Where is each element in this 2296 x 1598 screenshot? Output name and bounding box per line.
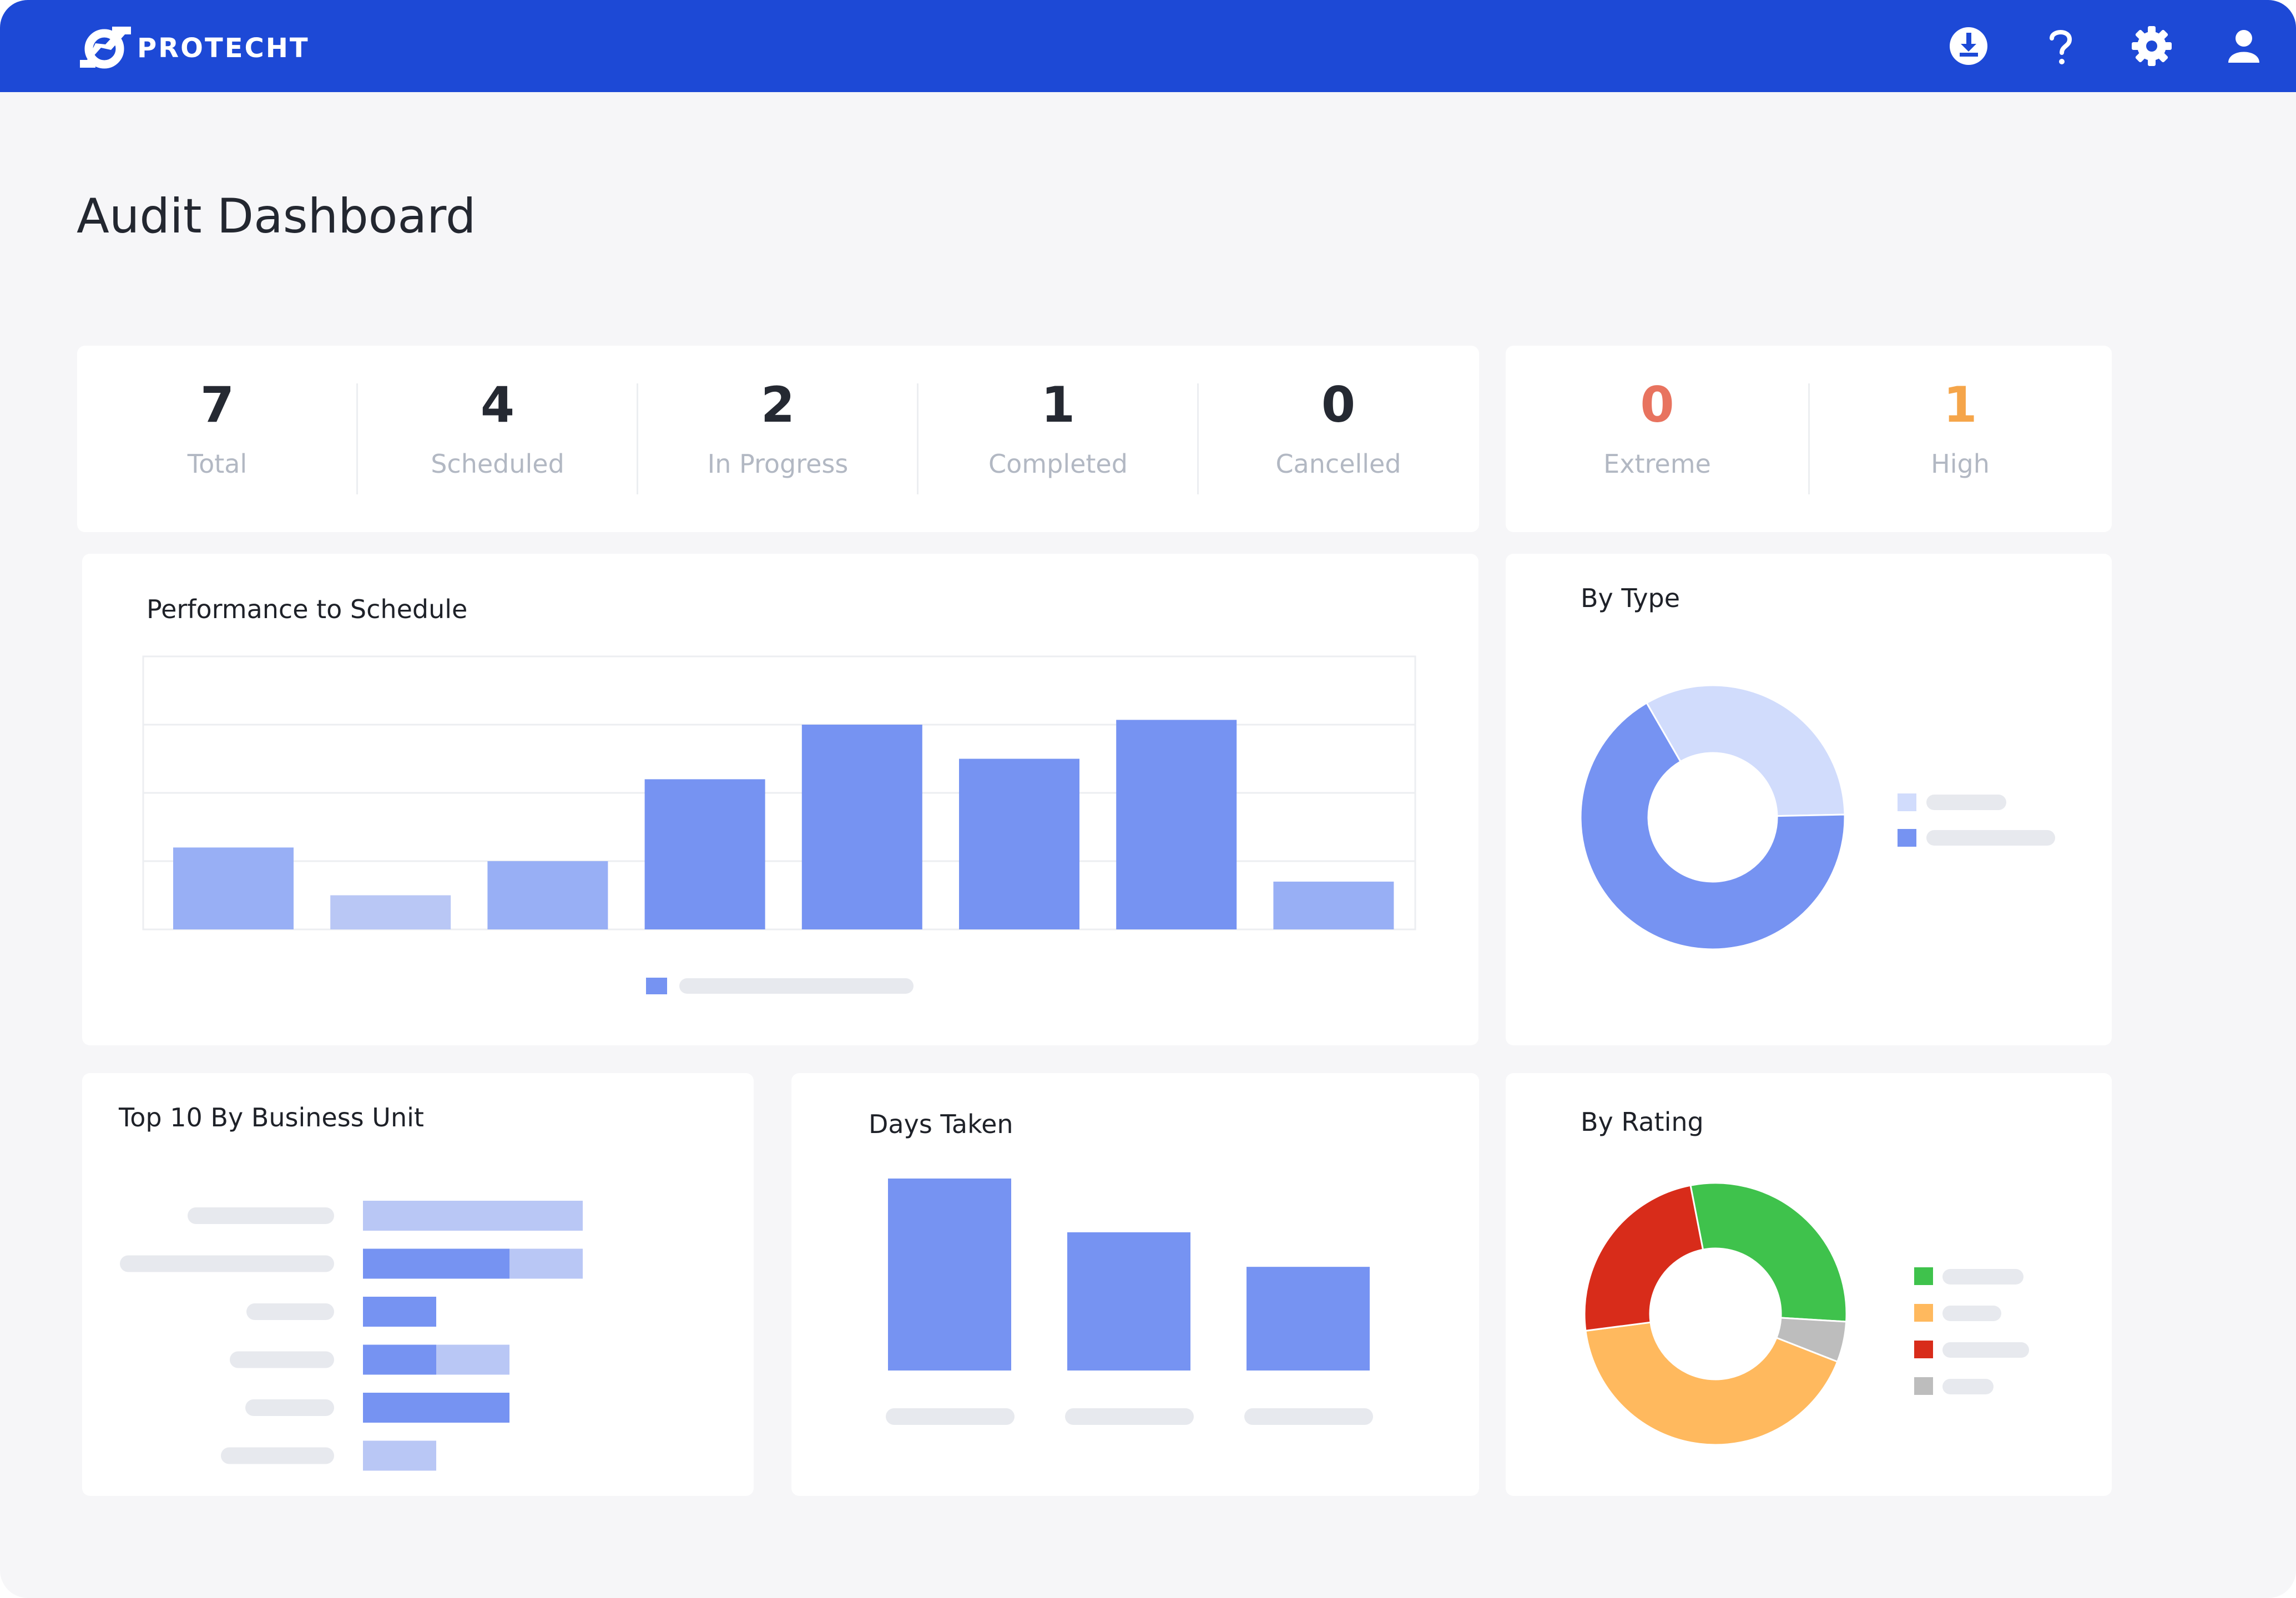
bar[interactable] — [363, 1248, 509, 1279]
days-taken-card: Days Taken — [791, 1073, 1479, 1496]
user-icon[interactable] — [2222, 24, 2266, 68]
stat-label: High — [1931, 449, 1990, 479]
category-label-placeholder — [120, 1255, 334, 1272]
divider — [356, 383, 358, 494]
bar[interactable] — [959, 758, 1079, 930]
chart-title: Performance to Schedule — [147, 594, 468, 624]
bar[interactable] — [644, 779, 765, 929]
legend-label-placeholder — [679, 978, 914, 994]
bar[interactable] — [363, 1297, 436, 1327]
performance-chart — [142, 655, 1416, 994]
divider — [1197, 383, 1199, 494]
status-summary-card: 7 Total 4 Scheduled 2 In Progress 1 Comp… — [77, 346, 1479, 532]
bar[interactable] — [1067, 1232, 1190, 1371]
stat-value: 2 — [760, 376, 795, 433]
risk-summary-card: 0 Extreme 1 High — [1506, 346, 2112, 532]
bar[interactable] — [436, 1344, 509, 1375]
bar[interactable] — [1116, 720, 1237, 929]
divider — [637, 383, 638, 494]
stat-value: 0 — [1321, 376, 1356, 433]
stat-cancelled[interactable]: 0 Cancelled — [1198, 346, 1478, 532]
bar[interactable] — [363, 1201, 583, 1231]
bar[interactable] — [1247, 1267, 1370, 1371]
gear-icon[interactable] — [2130, 24, 2174, 68]
business-unit-bar-chart — [120, 1201, 583, 1471]
download-icon[interactable] — [1946, 24, 1991, 68]
legend-swatch — [646, 978, 667, 994]
legend-swatch — [1914, 1267, 1933, 1285]
legend-swatch — [1898, 829, 1916, 847]
stat-label: In Progress — [707, 449, 849, 479]
legend-swatch — [1914, 1377, 1933, 1395]
stat-high[interactable]: 1 High — [1809, 346, 2112, 532]
stat-in-progress[interactable]: 2 In Progress — [638, 346, 918, 532]
bar[interactable] — [487, 861, 608, 929]
brand-name: PROTECHT — [137, 33, 310, 64]
stat-value: 4 — [480, 376, 515, 433]
page-title: Audit Dashboard — [77, 189, 476, 244]
stat-value: 7 — [200, 376, 235, 433]
by-type-donut-chart — [1580, 684, 2055, 950]
stat-label: Completed — [988, 449, 1128, 479]
divider — [917, 383, 919, 494]
category-label-placeholder — [188, 1207, 334, 1224]
legend-swatch — [1898, 793, 1916, 811]
legend-label-placeholder — [1942, 1342, 2029, 1358]
donut-slice[interactable] — [1580, 701, 1846, 950]
bar[interactable] — [363, 1344, 436, 1375]
category-label-placeholder — [886, 1408, 1015, 1425]
stat-value: 1 — [1041, 376, 1076, 433]
legend-label-placeholder — [1926, 795, 2006, 810]
bar[interactable] — [173, 847, 294, 929]
category-label-placeholder — [1244, 1408, 1373, 1425]
stat-label: Extreme — [1603, 449, 1711, 479]
stat-extreme[interactable]: 0 Extreme — [1506, 346, 1809, 532]
legend-label-placeholder — [1942, 1269, 2023, 1285]
bar[interactable] — [1273, 881, 1394, 929]
stat-total[interactable]: 7 Total — [77, 346, 357, 532]
legend-label-placeholder — [1942, 1306, 2001, 1321]
stat-value: 0 — [1640, 376, 1674, 433]
donut-slice[interactable] — [1645, 684, 1846, 817]
business-unit-card: Top 10 By Business Unit — [82, 1073, 754, 1496]
donut-slice[interactable] — [1689, 1182, 1848, 1323]
help-icon[interactable] — [2038, 24, 2083, 68]
top-bar: PROTECHT — [0, 0, 2296, 92]
by-rating-donut-chart — [1583, 1182, 2029, 1446]
bar[interactable] — [509, 1248, 583, 1279]
days-taken-bar-chart — [886, 1179, 1373, 1425]
legend-label-placeholder — [1942, 1379, 1994, 1394]
stat-label: Scheduled — [431, 449, 564, 479]
bar[interactable] — [888, 1179, 1011, 1371]
legend-swatch — [1914, 1341, 1933, 1358]
protecht-logo — [80, 27, 131, 69]
legend-label-placeholder — [1926, 830, 2055, 846]
category-label-placeholder — [245, 1399, 334, 1416]
stat-label: Cancelled — [1275, 449, 1401, 479]
stat-scheduled[interactable]: 4 Scheduled — [357, 346, 638, 532]
bar[interactable] — [363, 1393, 509, 1423]
category-label-placeholder — [1065, 1408, 1194, 1425]
category-label-placeholder — [221, 1447, 334, 1464]
chart-title: By Type — [1581, 583, 1681, 613]
divider — [1808, 383, 1810, 494]
performance-chart-card: Performance to Schedule — [82, 554, 1478, 1045]
donut-slice[interactable] — [1585, 1321, 1839, 1446]
bar[interactable] — [801, 725, 922, 929]
chart-title: Days Taken — [869, 1109, 1013, 1139]
category-label-placeholder — [230, 1351, 334, 1368]
chart-title: By Rating — [1581, 1107, 1704, 1137]
by-type-card: By Type — [1506, 554, 2112, 1045]
stat-label: Total — [187, 449, 248, 479]
legend-swatch — [1914, 1304, 1933, 1322]
bar[interactable] — [363, 1440, 436, 1471]
bar[interactable] — [330, 895, 451, 930]
donut-slice[interactable] — [1583, 1184, 1704, 1332]
stat-value: 1 — [1943, 376, 1977, 433]
category-label-placeholder — [246, 1303, 334, 1320]
by-rating-card: By Rating — [1506, 1073, 2112, 1496]
stat-completed[interactable]: 1 Completed — [918, 346, 1198, 532]
chart-title: Top 10 By Business Unit — [119, 1103, 424, 1132]
